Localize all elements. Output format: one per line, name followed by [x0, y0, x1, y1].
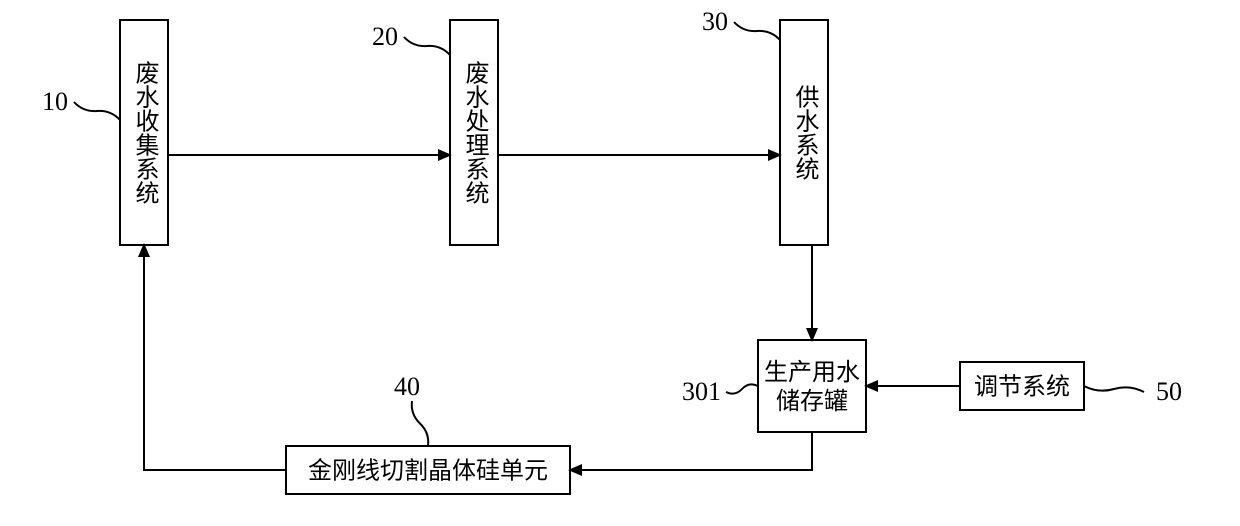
edge-n40-n10 [144, 245, 286, 470]
ref-20: 20 [372, 22, 450, 55]
svg-text:40: 40 [394, 372, 420, 401]
node-50: 调节系统 [960, 362, 1084, 410]
node-label: 供水系统 [791, 85, 819, 181]
node-40: 金刚线切割晶体硅单元 [286, 446, 570, 494]
ref-10: 10 [42, 87, 120, 120]
svg-text:301: 301 [682, 377, 721, 406]
ref-30: 30 [702, 7, 780, 40]
node-label: 金刚线切割晶体硅单元 [308, 457, 548, 484]
ref-50: 50 [1084, 377, 1182, 406]
svg-text:30: 30 [702, 7, 728, 36]
node-301: 生产用水储存罐 [758, 340, 866, 432]
node-30: 供水系统 [780, 20, 828, 245]
node-10: 废水收集系统 [120, 20, 168, 245]
svg-text:10: 10 [42, 87, 68, 116]
node-label: 调节系统 [974, 373, 1070, 400]
svg-text:50: 50 [1156, 377, 1182, 406]
edge-n301-n40 [570, 432, 812, 470]
svg-text:20: 20 [372, 22, 398, 51]
node-label: 废水收集系统 [131, 61, 159, 205]
ref-40: 40 [394, 372, 428, 446]
node-20: 废水处理系统 [450, 20, 498, 245]
ref-301: 301 [682, 377, 758, 406]
node-label: 废水处理系统 [461, 61, 489, 205]
